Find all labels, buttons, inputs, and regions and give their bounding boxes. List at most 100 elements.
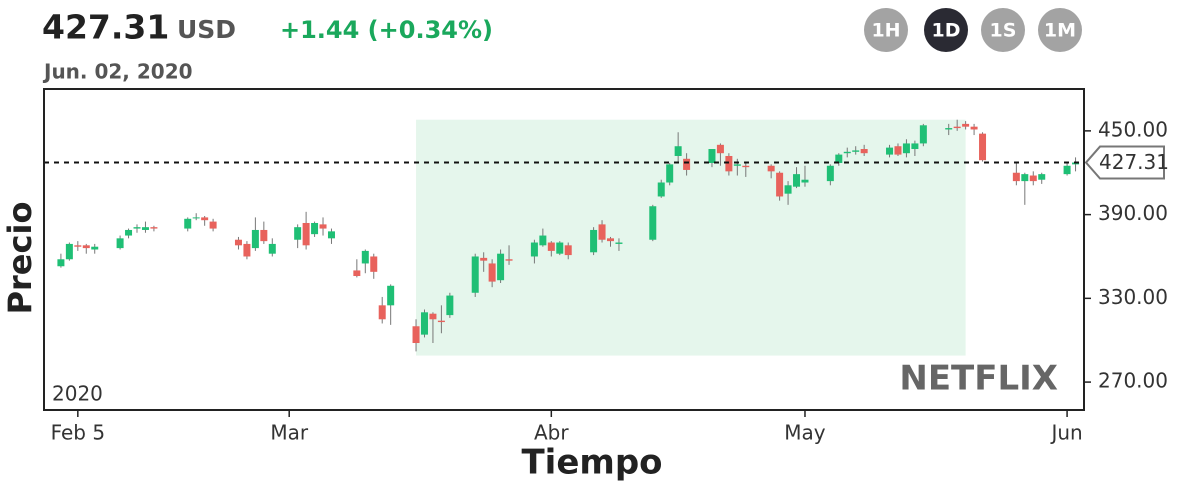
- candle: [57, 253, 65, 268]
- candle: [1072, 157, 1080, 172]
- candle-body: [446, 295, 454, 316]
- candle: [387, 284, 395, 325]
- candle-body: [116, 238, 124, 249]
- candle-body: [657, 182, 665, 197]
- highlight-range: [416, 119, 966, 356]
- button-label[interactable]: 1H: [871, 20, 900, 42]
- button-bg[interactable]: [924, 8, 968, 52]
- candle-body: [826, 165, 834, 182]
- candle-body: [150, 227, 158, 229]
- candle: [480, 252, 488, 272]
- y-tick-label: 450.00: [1098, 117, 1168, 141]
- x-tick-label: Mar: [270, 421, 309, 445]
- date: Jun. 02, 2020: [42, 60, 193, 84]
- candle-body: [776, 172, 784, 197]
- candle-body: [886, 147, 894, 155]
- last-price-tag: [1084, 145, 1165, 180]
- candle: [378, 296, 386, 324]
- candle-body: [311, 222, 319, 235]
- candle-body: [251, 229, 259, 249]
- candle: [547, 241, 555, 257]
- candle: [564, 242, 572, 260]
- candle: [607, 236, 615, 247]
- candle: [767, 164, 775, 179]
- button-label[interactable]: 1D: [932, 20, 961, 42]
- candle-body: [801, 179, 809, 183]
- candle-body: [327, 231, 335, 239]
- candle-body: [962, 123, 970, 127]
- candle-body: [530, 242, 538, 257]
- candle-body: [429, 313, 437, 320]
- candle-body: [57, 259, 65, 267]
- candle: [919, 123, 927, 147]
- button-label[interactable]: 1S: [990, 20, 1017, 42]
- candle-body: [1038, 174, 1046, 180]
- candle-body: [378, 305, 386, 320]
- candle-body: [919, 125, 927, 144]
- candle-body: [184, 218, 192, 229]
- candle: [1038, 172, 1046, 184]
- candle-body: [125, 229, 133, 236]
- candle: [505, 245, 513, 265]
- candle: [793, 167, 801, 189]
- candle: [826, 164, 834, 186]
- candle: [268, 238, 276, 257]
- candle-body: [674, 146, 682, 156]
- x-tick-label: Feb 5: [51, 421, 106, 445]
- candle-body: [598, 224, 606, 240]
- candle-body: [979, 133, 987, 161]
- candle: [784, 181, 792, 205]
- interval-button[interactable]: 1M: [1038, 8, 1082, 52]
- candle-body: [353, 270, 361, 277]
- candle-body: [302, 222, 310, 246]
- candle: [666, 162, 674, 186]
- candle-body: [894, 146, 902, 155]
- candle: [243, 241, 251, 260]
- candle-body: [742, 165, 750, 168]
- candle: [412, 319, 420, 352]
- candle-body: [784, 185, 792, 194]
- candle: [370, 253, 378, 279]
- candle: [852, 146, 860, 155]
- candle: [488, 259, 496, 288]
- candle: [260, 221, 268, 244]
- candle-body: [1012, 172, 1020, 182]
- button-bg[interactable]: [1038, 8, 1082, 52]
- candle-body: [488, 263, 496, 282]
- candle-body: [82, 245, 90, 249]
- candle: [801, 165, 809, 187]
- plot-frame: [43, 88, 1085, 411]
- interval-button[interactable]: 1H: [864, 8, 908, 52]
- candle-body: [133, 227, 141, 229]
- button-bg[interactable]: [864, 8, 908, 52]
- candle-body: [649, 206, 657, 240]
- candle-body: [420, 312, 428, 335]
- candle: [437, 305, 445, 334]
- y-tick-label: 270.00: [1098, 369, 1168, 393]
- candle: [970, 123, 978, 136]
- candle-body: [1063, 165, 1071, 175]
- candle-body: [843, 151, 851, 154]
- candle: [302, 211, 310, 250]
- interval-button[interactable]: 1S: [981, 8, 1025, 52]
- candle-body: [970, 126, 978, 130]
- candle: [429, 312, 437, 344]
- button-bg[interactable]: [981, 8, 1025, 52]
- candle-body: [793, 174, 801, 187]
- candle-body: [361, 250, 369, 264]
- candle: [353, 259, 361, 278]
- candle: [192, 213, 200, 221]
- interval-button[interactable]: 1D: [924, 8, 968, 52]
- candle-body: [74, 245, 82, 247]
- candle: [184, 217, 192, 232]
- candle: [82, 243, 90, 254]
- candle-body: [902, 143, 910, 154]
- price-change: +1.44 (+0.34%): [280, 16, 493, 44]
- candle: [615, 238, 623, 251]
- candle-body: [201, 217, 209, 221]
- x-tick-label: Jun: [1049, 421, 1082, 445]
- candle-body: [547, 242, 555, 251]
- candle-body: [733, 164, 741, 166]
- button-label[interactable]: 1M: [1044, 20, 1076, 42]
